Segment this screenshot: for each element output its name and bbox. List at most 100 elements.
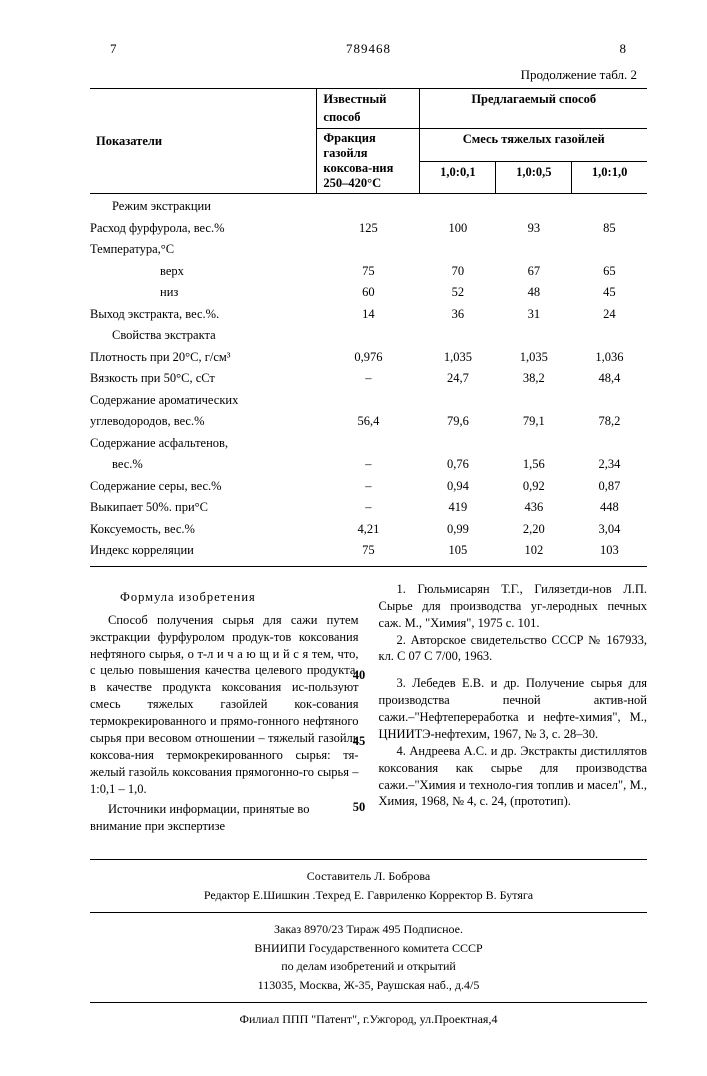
table-row: Коксуемость, вес.%4,210,992,203,04 (90, 519, 647, 541)
footer-compiler: Составитель Л. Боброва (90, 868, 647, 885)
row-value: 45 (572, 282, 647, 304)
footer-block-3: Филиал ППП "Патент", г.Ужгород, ул.Проек… (90, 1003, 647, 1036)
left-column: Формула изобретения Способ получения сыр… (90, 581, 359, 835)
row-value: 24,7 (420, 368, 496, 390)
ratio-2: 1,0:0,5 (496, 161, 572, 194)
row-value: 0,99 (420, 519, 496, 541)
row-value: 65 (572, 261, 647, 283)
row-value (317, 239, 420, 261)
row-value: 1,036 (572, 347, 647, 369)
row-value: – (317, 368, 420, 390)
table-row: Содержание ароматических (90, 390, 647, 412)
line-num-50: 50 (348, 799, 370, 816)
table-row: Вязкость при 50°С, сСт–24,738,248,4 (90, 368, 647, 390)
row-value: 0,94 (420, 476, 496, 498)
row-label: Режим экстракции (90, 194, 317, 218)
footer-dept: по делам изобретений и открытий (90, 958, 647, 975)
row-value: 60 (317, 282, 420, 304)
row-value (420, 325, 496, 347)
row-value: 75 (317, 540, 420, 566)
row-label: Содержание асфальтенов, (90, 433, 317, 455)
row-value: 3,04 (572, 519, 647, 541)
row-value: 2,20 (496, 519, 572, 541)
footer-block-2: Заказ 8970/23 Тираж 495 Подписное. ВНИИП… (90, 913, 647, 1003)
line-num-45: 45 (348, 733, 370, 750)
row-label: углеводородов, вес.% (90, 411, 317, 433)
row-value (496, 239, 572, 261)
table-row: Содержание серы, вес.%–0,940,920,87 (90, 476, 647, 498)
table-row: Температура,°С (90, 239, 647, 261)
row-value: 105 (420, 540, 496, 566)
row-value: 1,035 (496, 347, 572, 369)
row-label: Выход экстракта, вес.%. (90, 304, 317, 326)
row-value: 70 (420, 261, 496, 283)
claim-text: Способ получения сырья для сажи путем эк… (90, 612, 359, 798)
row-value: 100 (420, 218, 496, 240)
row-value (572, 194, 647, 218)
row-label: Выкипает 50%. при°С (90, 497, 317, 519)
row-value: 38,2 (496, 368, 572, 390)
footer-address: 113035, Москва, Ж-35, Раушская наб., д.4… (90, 977, 647, 994)
table-row: Выход экстракта, вес.%.14363124 (90, 304, 647, 326)
col-known: Известный способ (317, 89, 420, 129)
page-numbers: 7 789468 8 (90, 40, 647, 58)
table-row: Свойства экстракта (90, 325, 647, 347)
row-value: 67 (496, 261, 572, 283)
row-value: 78,2 (572, 411, 647, 433)
row-value: 1,56 (496, 454, 572, 476)
row-label: Коксуемость, вес.% (90, 519, 317, 541)
table-row: верх75706765 (90, 261, 647, 283)
row-value: 75 (317, 261, 420, 283)
row-value: 0,87 (572, 476, 647, 498)
row-value: 419 (420, 497, 496, 519)
row-value: 36 (420, 304, 496, 326)
col-known-sub: Фракция газойля коксова-ния 250–420°С (317, 129, 420, 194)
sources-heading: Источники информации, принятые во вниман… (90, 801, 359, 835)
table-row: углеводородов, вес.%56,479,679,178,2 (90, 411, 647, 433)
row-label: Содержание ароматических (90, 390, 317, 412)
row-value (572, 325, 647, 347)
row-value (317, 390, 420, 412)
row-value: 48 (496, 282, 572, 304)
row-value: 0,76 (420, 454, 496, 476)
ref-3: 3. Лебедев Е.В. и др. Получение сырья дл… (379, 675, 648, 743)
page-left: 7 (110, 40, 118, 58)
row-value (317, 433, 420, 455)
row-value (496, 325, 572, 347)
formula-title: Формула изобретения (120, 589, 359, 606)
row-value (420, 194, 496, 218)
row-value: 56,4 (317, 411, 420, 433)
row-value: 14 (317, 304, 420, 326)
table-row: Плотность при 20°С, г/см³0,9761,0351,035… (90, 347, 647, 369)
row-value: 4,21 (317, 519, 420, 541)
row-value (572, 390, 647, 412)
row-value (572, 239, 647, 261)
row-value (496, 194, 572, 218)
row-label: Вязкость при 50°С, сСт (90, 368, 317, 390)
row-value: 93 (496, 218, 572, 240)
row-value: 102 (496, 540, 572, 566)
row-value (420, 390, 496, 412)
row-value: 0,976 (317, 347, 420, 369)
line-num-40: 40 (348, 667, 370, 684)
row-value: 448 (572, 497, 647, 519)
row-value: 1,035 (420, 347, 496, 369)
row-label: Свойства экстракта (90, 325, 317, 347)
row-label: низ (90, 282, 317, 304)
row-value: – (317, 476, 420, 498)
footer-block-1: Составитель Л. Боброва Редактор Е.Шишкин… (90, 859, 647, 913)
patent-number: 789468 (346, 40, 391, 58)
row-value (496, 390, 572, 412)
ref-1: 1. Гюльмисарян Т.Г., Гилязетди-нов Л.П. … (379, 581, 648, 632)
row-label: Расход фурфурола, вес.% (90, 218, 317, 240)
table-row: Индекс корреляции75105102103 (90, 540, 647, 566)
row-label: Содержание серы, вес.% (90, 476, 317, 498)
row-label: вес.% (90, 454, 317, 476)
ref-2: 2. Авторское свидетельство СССР № 167933… (379, 632, 648, 666)
row-value (420, 239, 496, 261)
ref-4: 4. Андреева А.С. и др. Экстракты дистилл… (379, 743, 648, 811)
table-continuation: Продолжение табл. 2 (90, 66, 647, 84)
row-value: 31 (496, 304, 572, 326)
col-params: Показатели (90, 89, 317, 194)
footer-branch: Филиал ППП "Патент", г.Ужгород, ул.Проек… (90, 1011, 647, 1028)
